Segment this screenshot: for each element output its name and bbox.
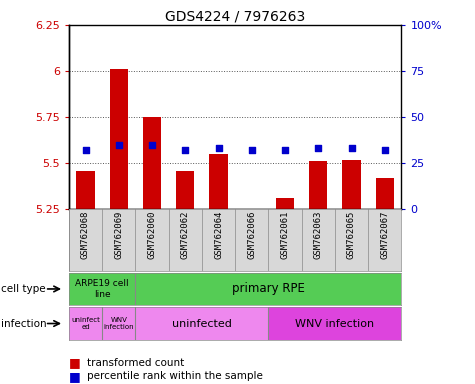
Text: uninfected: uninfected [172,318,232,329]
Bar [276,198,294,209]
Point [348,146,355,152]
Text: ■: ■ [69,370,81,383]
Text: GSM762062: GSM762062 [181,211,190,260]
Point [281,147,289,153]
Text: primary RPE: primary RPE [232,283,305,295]
Text: GSM762060: GSM762060 [148,211,156,260]
Text: transformed count: transformed count [87,358,184,368]
Point [215,146,222,152]
Bar [342,159,361,209]
Point [148,142,156,148]
Text: ■: ■ [69,356,81,369]
Text: GSM762063: GSM762063 [314,211,323,260]
Text: WNV
infection: WNV infection [104,317,134,330]
Text: GSM762068: GSM762068 [81,211,90,260]
Text: GSM762069: GSM762069 [114,211,123,260]
Bar [209,154,228,209]
Bar [143,117,161,209]
Text: GSM762065: GSM762065 [347,211,356,260]
Text: uninfect
ed: uninfect ed [71,317,100,330]
Bar [176,170,194,209]
Bar [243,209,261,215]
Point [248,147,256,153]
Bar [110,69,128,209]
Point [115,142,123,148]
Text: GSM762061: GSM762061 [281,211,289,260]
Text: GSM762067: GSM762067 [380,211,389,260]
Text: GSM762064: GSM762064 [214,211,223,260]
Point [381,147,389,153]
Bar [309,161,327,209]
Bar [76,170,95,209]
Text: WNV infection: WNV infection [295,318,374,329]
Text: infection: infection [1,318,47,329]
Bar [268,307,401,340]
Point [181,147,189,153]
Text: percentile rank within the sample: percentile rank within the sample [87,371,263,381]
Text: GSM762066: GSM762066 [247,211,256,260]
Point [82,147,89,153]
Text: ARPE19 cell
line: ARPE19 cell line [76,279,129,299]
Text: cell type: cell type [1,284,46,294]
Point [314,146,322,152]
Bar [376,178,394,209]
Title: GDS4224 / 7976263: GDS4224 / 7976263 [165,10,305,24]
